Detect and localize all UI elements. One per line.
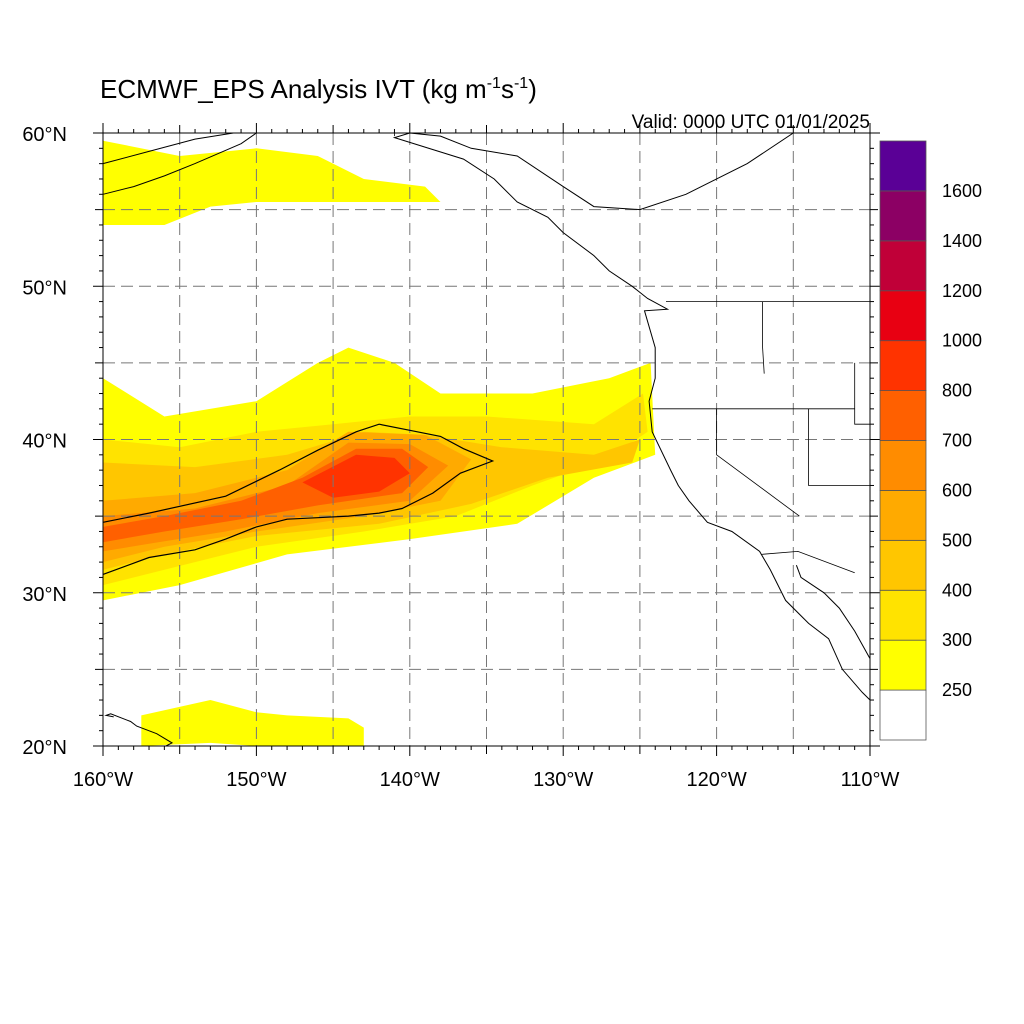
map-axes: 160°W 150°W 140°W 130°W 120°W 110°W 60°N 50°N 40…: [22, 123, 900, 791]
title-main: ECMWF_EPS Analysis IVT (kg m: [100, 74, 487, 104]
colorbar-label: 1200: [942, 281, 982, 301]
coastline-hawaii: [104, 713, 174, 747]
ivt-contour: [102, 423, 495, 575]
title-end: ): [528, 74, 537, 104]
colorbar-swatch: [879, 539, 927, 591]
colorbar-swatch: [879, 240, 927, 292]
border-line: [854, 362, 870, 425]
colorbar-swatch: [879, 390, 927, 441]
colorbar-label: 700: [942, 431, 972, 451]
political-borders: [394, 133, 870, 574]
colorbar-swatch: [879, 290, 927, 342]
coastline-north-america: [392, 132, 871, 701]
colorbar-swatch: [879, 140, 927, 192]
colorbar-label: 500: [942, 530, 972, 550]
colorbar: 250 300 400 500 600 700 800 1000 1200 1400 1600: [879, 140, 982, 741]
graticule: [103, 133, 870, 746]
lon-tick-label: 120°W: [686, 769, 746, 791]
ivt-region-800: [302, 454, 410, 498]
title-sup2: -1: [514, 75, 528, 92]
colorbar-swatch: [879, 689, 927, 741]
border-line: [716, 408, 800, 517]
lon-tick-label: 110°W: [841, 769, 900, 791]
border-line: [762, 301, 765, 374]
colorbar-label: 250: [942, 680, 972, 700]
figure-title: ECMWF_EPS Analysis IVT (kg m-1s-1): [100, 74, 537, 104]
colorbar-label: 1000: [942, 331, 982, 351]
lat-tick-label: 60°N: [22, 124, 67, 146]
lat-tick-label: 30°N: [22, 584, 67, 606]
colorbar-swatch: [879, 440, 927, 491]
colorbar-swatch: [879, 589, 927, 641]
border-line: [808, 408, 870, 486]
ivt-shading: [103, 140, 656, 746]
colorbar-label: 800: [942, 381, 972, 401]
coastline-alaska-sw: [102, 132, 258, 195]
coastline-gulf: [795, 565, 871, 659]
ivt-region-250: [103, 140, 441, 225]
lat-tick-label: 40°N: [22, 431, 67, 453]
colorbar-swatch: [879, 340, 927, 391]
border-line: [761, 550, 855, 574]
lat-tick-label: 50°N: [22, 277, 67, 299]
colorbar-label: 300: [942, 630, 972, 650]
colorbar-swatch: [879, 490, 927, 541]
title-sup1: -1: [487, 75, 501, 92]
contour-line-700: [102, 423, 495, 575]
valid-time-label: Valid: 0000 UTC 01/01/2025: [632, 112, 870, 133]
lon-tick-label: 160°W: [73, 769, 133, 791]
lat-tick-label: 20°N: [22, 737, 67, 759]
lon-tick-label: 130°W: [533, 769, 593, 791]
coastlines: [102, 132, 871, 747]
lon-tick-label: 140°W: [380, 769, 440, 791]
colorbar-label: 1600: [942, 181, 982, 201]
colorbar-label: 400: [942, 580, 972, 600]
colorbar-label: 1400: [942, 231, 982, 251]
colorbar-swatch: [879, 190, 927, 242]
ivt-region-250: [141, 700, 364, 746]
colorbar-swatch: [879, 639, 927, 691]
colorbar-label: 600: [942, 480, 972, 500]
title-mid: s: [501, 74, 514, 104]
lon-tick-label: 150°W: [226, 769, 286, 791]
